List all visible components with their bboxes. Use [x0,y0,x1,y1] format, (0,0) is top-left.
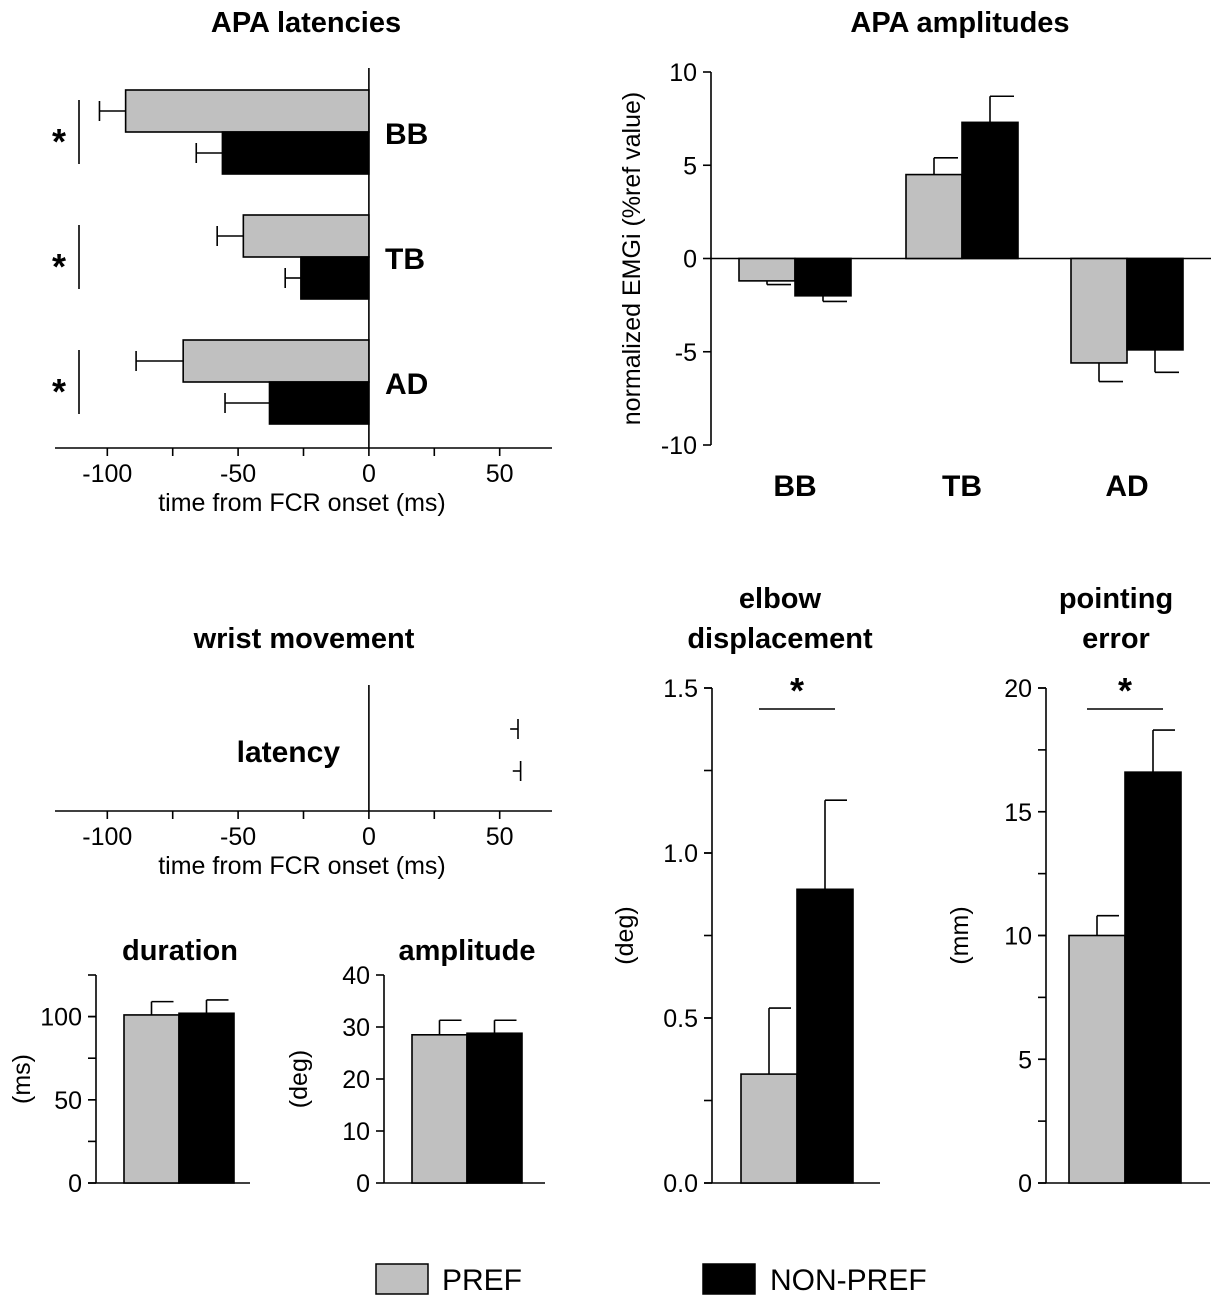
y-tick-label: -10 [661,432,697,460]
y-tick-label: 10 [342,1118,370,1146]
x-tick-label: -50 [220,460,256,488]
chart-title: duration [122,935,238,967]
significance-star: * [1118,670,1132,711]
y-tick-label: 0.5 [663,1005,698,1033]
category-label-tb: TB [942,470,982,503]
y-tick-label: 1.0 [663,840,698,868]
pref-bar [411,1034,468,1184]
nonpref-bar [1124,771,1182,1184]
y-tick-label: 15 [1004,799,1032,827]
pref-bar-ad [1070,257,1128,364]
pref-bar [740,1073,798,1184]
y-tick-label: 10 [669,59,697,87]
y-tick-label: 0 [356,1170,370,1198]
y-tick-label: 0 [683,246,697,274]
y-tick-label: 50 [54,1087,82,1115]
pref-bar [123,1014,180,1184]
x-tick-label: 50 [486,460,514,488]
x-tick-label: -50 [220,823,256,851]
significance-star: * [52,246,66,287]
legend-pref-label: PREF [442,1264,522,1297]
nonpref-bar-bb [794,257,852,297]
pref-bar-ad [182,339,370,383]
y-axis-label: (ms) [8,1054,36,1104]
nonpref-bar [178,1012,235,1184]
x-tick-label: -100 [82,823,132,851]
pref-bar-bb [738,257,796,282]
x-tick-label: 0 [362,460,376,488]
wrist-duration-chart: duration 0 50 100(ms) [8,935,250,1198]
category-label-bb: BB [773,470,816,503]
y-axis-label: (deg) [285,1050,313,1108]
category-label-ad: AD [1105,470,1148,503]
pref-bar-tb [905,173,963,260]
y-tick-label: 0 [1018,1170,1032,1198]
pointing-error-chart: pointing error 0 5 10 15 20 (mm) * [946,583,1210,1198]
y-tick-label: 20 [342,1066,370,1094]
legend: PREF NON-PREF [375,1263,927,1297]
category-label-ad: AD [385,368,428,401]
y-tick-label: 5 [1018,1046,1032,1074]
legend-nonpref-label: NON-PREF [770,1264,927,1297]
nonpref-bar [796,888,854,1184]
y-tick-label: 1.5 [663,675,698,703]
y-tick-label: 40 [342,962,370,990]
y-tick-label: 10 [1004,923,1032,951]
nonpref-bar-bb [221,131,370,175]
x-tick-label: 0 [362,823,376,851]
nonpref-bar [466,1032,523,1184]
y-tick-label: 100 [40,1004,82,1032]
chart-title-line: displacement [687,623,873,655]
pref-bar-tb [242,214,370,258]
legend-nonpref-swatch [702,1263,756,1295]
elbow-displacement-chart: elbow displacement 0.0 0.5 1.0 1.5 (deg) * [611,583,880,1198]
y-axis-label: (deg) [611,906,639,964]
x-tick-label: -100 [82,460,132,488]
apa-amplitudes-chart: APA amplitudes 10 5 0 -5 -10 normalized EMGi (… [618,7,1211,503]
chart-title: amplitude [399,935,536,967]
significance-star: * [52,371,66,412]
chart-title-line: pointing [1059,583,1173,615]
y-tick-label: 0.0 [663,1170,698,1198]
x-tick-label: 50 [486,823,514,851]
pref-bar-bb [124,89,370,133]
nonpref-bar-ad [1126,257,1184,351]
y-axis-label: normalized EMGi (%ref value) [618,92,646,425]
nonpref-bar-ad [268,381,370,425]
chart-title-line: error [1082,623,1150,655]
significance-star: * [790,670,804,711]
y-tick-label: 5 [683,152,697,180]
y-tick-label: 20 [1004,675,1032,703]
category-label-tb: TB [385,243,425,276]
y-tick-label: -5 [675,339,697,367]
wrist-amplitude-chart: amplitude 0 10 20 30 40 (deg) [285,935,545,1198]
chart-title: APA amplitudes [850,7,1069,39]
wrist-latency-chart: wrist movement -100 -50 0 50 time from FCR on… [55,623,552,880]
pref-bar [1068,934,1126,1184]
category-label-bb: BB [385,118,428,151]
chart-title-line: elbow [739,583,822,615]
legend-pref-swatch [375,1263,429,1295]
y-axis-label: (mm) [946,906,974,964]
chart-title: APA latencies [211,7,401,39]
nonpref-bar-tb [961,121,1019,260]
nonpref-bar-tb [300,256,370,300]
significance-star: * [52,121,66,162]
chart-title: wrist movement [193,623,415,655]
x-axis-label: time from FCR onset (ms) [158,852,446,880]
category-label-latency: latency [237,736,341,769]
x-axis-label: time from FCR onset (ms) [158,489,446,517]
y-tick-label: 0 [68,1170,82,1198]
y-tick-label: 30 [342,1014,370,1042]
apa-latencies-chart: APA latencies -100 -50 0 50 time from FCR ons… [52,7,552,517]
